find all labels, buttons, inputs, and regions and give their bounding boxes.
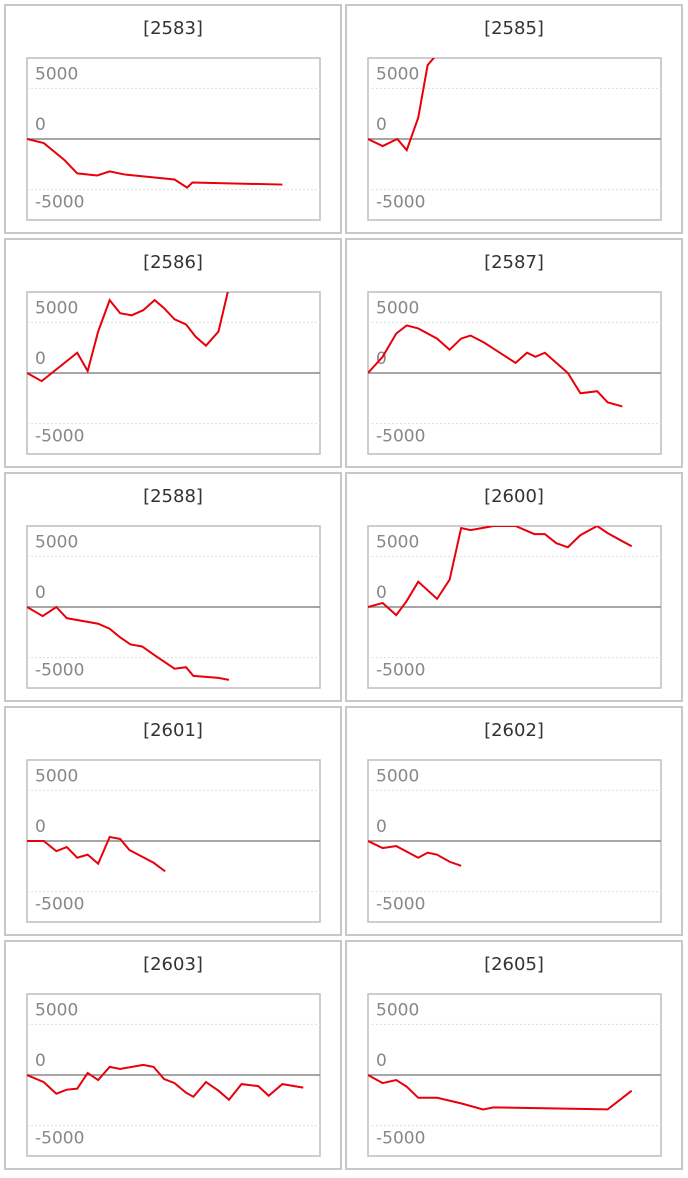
y-tick-label: 5000 (376, 298, 419, 318)
chart-cell: [2600] -5000 0 5000 (345, 472, 683, 702)
chart-cell: [2602] -5000 0 5000 (345, 706, 683, 936)
series-line (27, 138, 283, 189)
chart-cell: [2586] -5000 0 5000 (4, 238, 342, 468)
cell-border (345, 472, 683, 702)
y-tick-label: 5000 (376, 766, 419, 786)
chart-title: [2601] (143, 720, 203, 741)
y-tick-label: 5000 (376, 64, 419, 84)
cell-border (345, 706, 683, 936)
y-tick-label: 5000 (35, 532, 78, 552)
chart-cell: [2603] -5000 0 5000 (4, 940, 342, 1170)
y-tick-label: -5000 (376, 427, 425, 447)
y-tick-label: -5000 (376, 193, 425, 213)
y-tick-label: 0 (35, 349, 46, 369)
y-tick-label: 0 (35, 1051, 46, 1071)
chart-cell: [2583] -5000 0 5000 (4, 4, 342, 234)
y-tick-label: -5000 (35, 193, 84, 213)
chart-title: [2605] (484, 954, 544, 975)
y-tick-label: 0 (35, 583, 46, 603)
y-tick-label: -5000 (35, 1129, 84, 1149)
y-tick-label: 5000 (376, 1000, 419, 1020)
cell-border (345, 238, 683, 468)
cell-border (345, 940, 683, 1170)
y-tick-label: 0 (35, 817, 46, 837)
series-line (368, 58, 436, 153)
y-tick-label: 5000 (35, 1000, 78, 1020)
chart-title: [2603] (143, 954, 203, 975)
series-line (368, 324, 623, 408)
y-tick-label: -5000 (376, 895, 425, 915)
y-tick-label: -5000 (35, 895, 84, 915)
y-tick-label: 5000 (35, 298, 78, 318)
chart-title: [2586] (143, 252, 203, 273)
cell-border (345, 4, 683, 234)
chart-cell: [2601] -5000 0 5000 (4, 706, 342, 936)
chart-title: [2588] (143, 486, 203, 507)
y-tick-label: -5000 (376, 661, 425, 681)
chart-title: [2583] (143, 18, 203, 39)
chart-cell: [2588] -5000 0 5000 (4, 472, 342, 702)
series-line (27, 1063, 304, 1102)
cell-border (4, 4, 342, 234)
y-tick-label: 0 (376, 115, 387, 135)
chart-title: [2600] (484, 486, 544, 507)
chart-title: [2585] (484, 18, 544, 39)
y-tick-label: -5000 (35, 427, 84, 447)
series-line (27, 605, 230, 681)
cell-border (4, 940, 342, 1170)
chart-cell: [2605] -5000 0 5000 (345, 940, 683, 1170)
y-tick-label: 5000 (35, 766, 78, 786)
chart-title: [2587] (484, 252, 544, 273)
y-tick-label: 0 (35, 115, 46, 135)
series-line (27, 292, 229, 383)
y-tick-label: 5000 (35, 64, 78, 84)
y-tick-label: 0 (376, 817, 387, 837)
y-tick-label: 0 (376, 583, 387, 603)
series-line (368, 1074, 633, 1111)
cell-border (4, 472, 342, 702)
y-tick-label: -5000 (376, 1129, 425, 1149)
chart-cell: [2585] -5000 0 5000 (345, 4, 683, 234)
series-line (27, 835, 166, 873)
y-tick-label: 5000 (376, 532, 419, 552)
series-line (368, 526, 633, 617)
cell-border (4, 238, 342, 468)
series-line (368, 840, 462, 867)
y-tick-label: 0 (376, 1051, 387, 1071)
chart-title: [2602] (484, 720, 544, 741)
y-tick-label: -5000 (35, 661, 84, 681)
cell-border (4, 706, 342, 936)
